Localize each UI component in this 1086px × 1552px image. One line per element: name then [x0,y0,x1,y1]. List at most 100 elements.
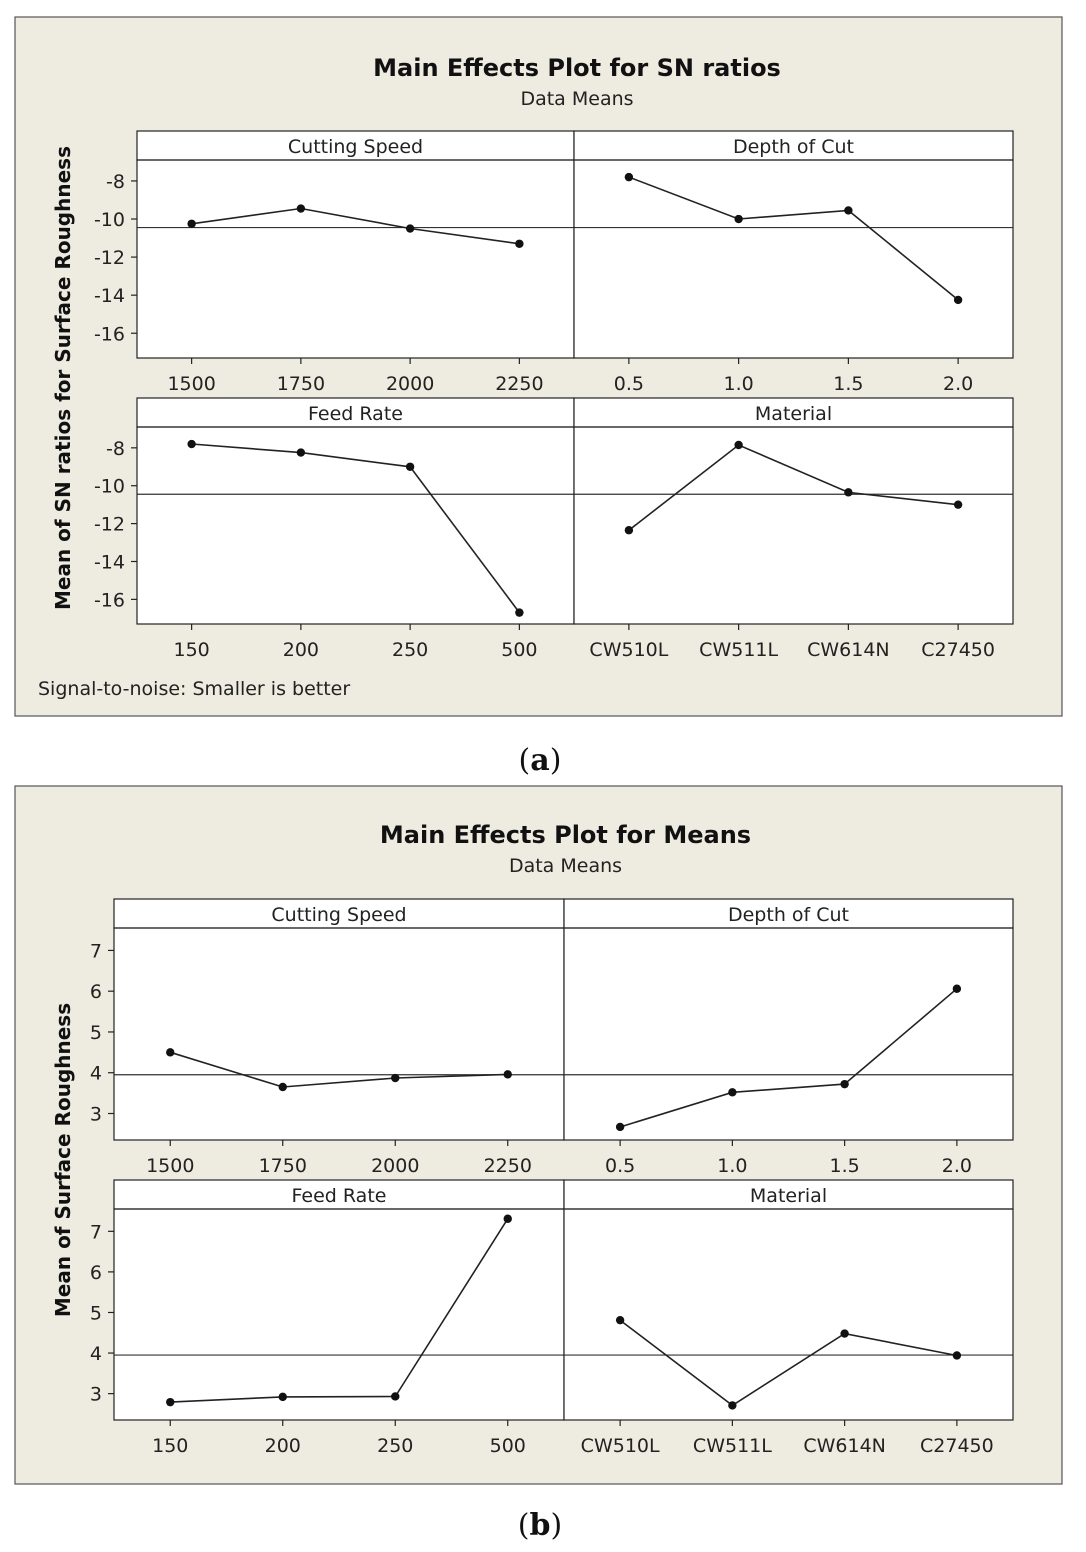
x-tick-label: 500 [490,1435,526,1457]
y-tick-label: -14 [94,551,125,573]
panel-border [563,927,1014,1141]
data-point [844,488,853,497]
data-point [952,984,962,993]
plot-area [137,427,574,624]
plot-area [564,1209,1013,1420]
x-tick-label: 0.5 [605,1155,635,1177]
data-point [166,1048,175,1057]
y-tick-label: -10 [94,209,125,231]
panel-strip-label: Cutting Speed [288,136,423,158]
series-line [628,176,959,301]
x-tick-label: 200 [283,639,319,661]
plot-area [114,1209,564,1420]
panel-border [573,426,1014,625]
data-point [278,1392,287,1402]
panel-strip-label: Material [755,403,832,425]
y-tick-label: 5 [90,1022,102,1044]
data-point [503,1070,512,1079]
data-point [844,206,853,215]
plot-area [114,928,564,1140]
data-point [728,1088,737,1097]
data-point [503,1214,512,1223]
y-tick-label: 3 [90,1384,102,1406]
panel-border [573,159,1014,359]
panel-feed-rate: Feed Rate 3 4 5 6 7 150 200 250 500 [90,1179,565,1457]
data-point [405,462,415,471]
x-tick-label: 2.0 [942,1155,972,1177]
y-tick-label: -8 [106,438,125,460]
x-tick-label: 250 [377,1435,413,1457]
data-point [391,1073,400,1083]
x-tick-label: CW510L [581,1435,660,1457]
panel-strip [573,130,1014,161]
panel-strip-label: Depth of Cut [728,904,849,926]
series-line [170,1218,509,1403]
x-tick-label: 1.0 [717,1155,747,1177]
x-tick-label: 2250 [484,1155,532,1177]
panel-strip [573,397,1014,428]
x-tick-label: 150 [173,639,209,661]
panel-feed-rate: Feed Rate -8 -10 -12 -14 -16 150 200 250 500 [94,397,575,661]
data-point [624,526,634,535]
panel-material: Material CW510L CW511L CW614N C27450 [573,397,1014,661]
panel-strip-label: Depth of Cut [733,136,854,158]
y-tick-label: -14 [94,285,125,307]
x-tick-label: 200 [265,1435,301,1457]
caption-close: ) [550,1508,562,1543]
chart-title: Main Effects Plot for Means [380,821,751,849]
data-point [624,172,634,182]
panel-cutting-speed: Cutting Speed -8 -10 -12 -14 -16 1500 1750 2000 2… [94,130,575,395]
y-tick-label: 6 [90,981,102,1003]
panel-strip [563,1179,1014,1210]
x-tick-label: 1.0 [724,373,754,395]
panel-material: Material CW510L CW511L CW614N C27450 [563,1179,1014,1457]
panel-strip [113,1179,565,1210]
x-tick-label: 1750 [259,1155,307,1177]
data-point [166,1397,175,1407]
series-line [619,1319,958,1407]
y-tick-label: -16 [94,323,125,345]
x-tick-label: 1750 [277,373,325,395]
chart-a: Main Effects Plot for SN ratios Data Mean… [14,16,1063,778]
chart-b: Main Effects Plot for Means Data Means Mea… [14,785,1063,1543]
y-tick-label: 7 [90,940,102,962]
x-tick-label: CW510L [589,639,668,661]
data-point [734,440,743,450]
x-tick-label: CW614N [807,639,890,661]
panel-strip-label: Feed Rate [308,403,403,425]
x-tick-label: C27450 [920,1435,994,1457]
x-tick-label: 2250 [495,373,543,395]
x-tick-label: CW511L [699,639,778,661]
data-point [187,439,196,449]
x-tick-label: 1500 [167,373,215,395]
y-tick-label: 4 [90,1063,102,1085]
x-tick-label: 150 [152,1435,188,1457]
plot-area [574,160,1013,358]
y-tick-label: -12 [94,514,125,536]
data-point [515,608,524,617]
x-tick-label: 500 [501,639,537,661]
x-tick-label: 250 [392,639,428,661]
data-point [840,1329,849,1338]
chart-subtitle: Data Means [509,855,622,877]
y-tick-label: -10 [94,476,125,498]
data-point [187,219,196,228]
plot-area [137,160,574,358]
data-point [615,1315,625,1325]
chart-footnote: Signal-to-noise: Smaller is better [38,678,350,700]
data-point [405,224,415,233]
y-tick-label: 4 [90,1343,102,1365]
data-point [278,1082,287,1092]
series-line [170,1051,508,1088]
figure-caption: (a) [519,743,562,778]
panel-border [563,1208,1014,1421]
data-point [728,1401,737,1410]
chart-title: Main Effects Plot for SN ratios [373,54,781,82]
panel-strip [136,397,575,428]
x-tick-label: 2.0 [943,373,973,395]
data-point [296,448,306,457]
panel-strip-label: Feed Rate [292,1185,387,1207]
x-tick-label: CW614N [803,1435,886,1457]
x-tick-label: 2000 [371,1155,419,1177]
panel-depth-of-cut: Depth of Cut 0.5 1.0 1.5 2.0 [563,898,1014,1177]
